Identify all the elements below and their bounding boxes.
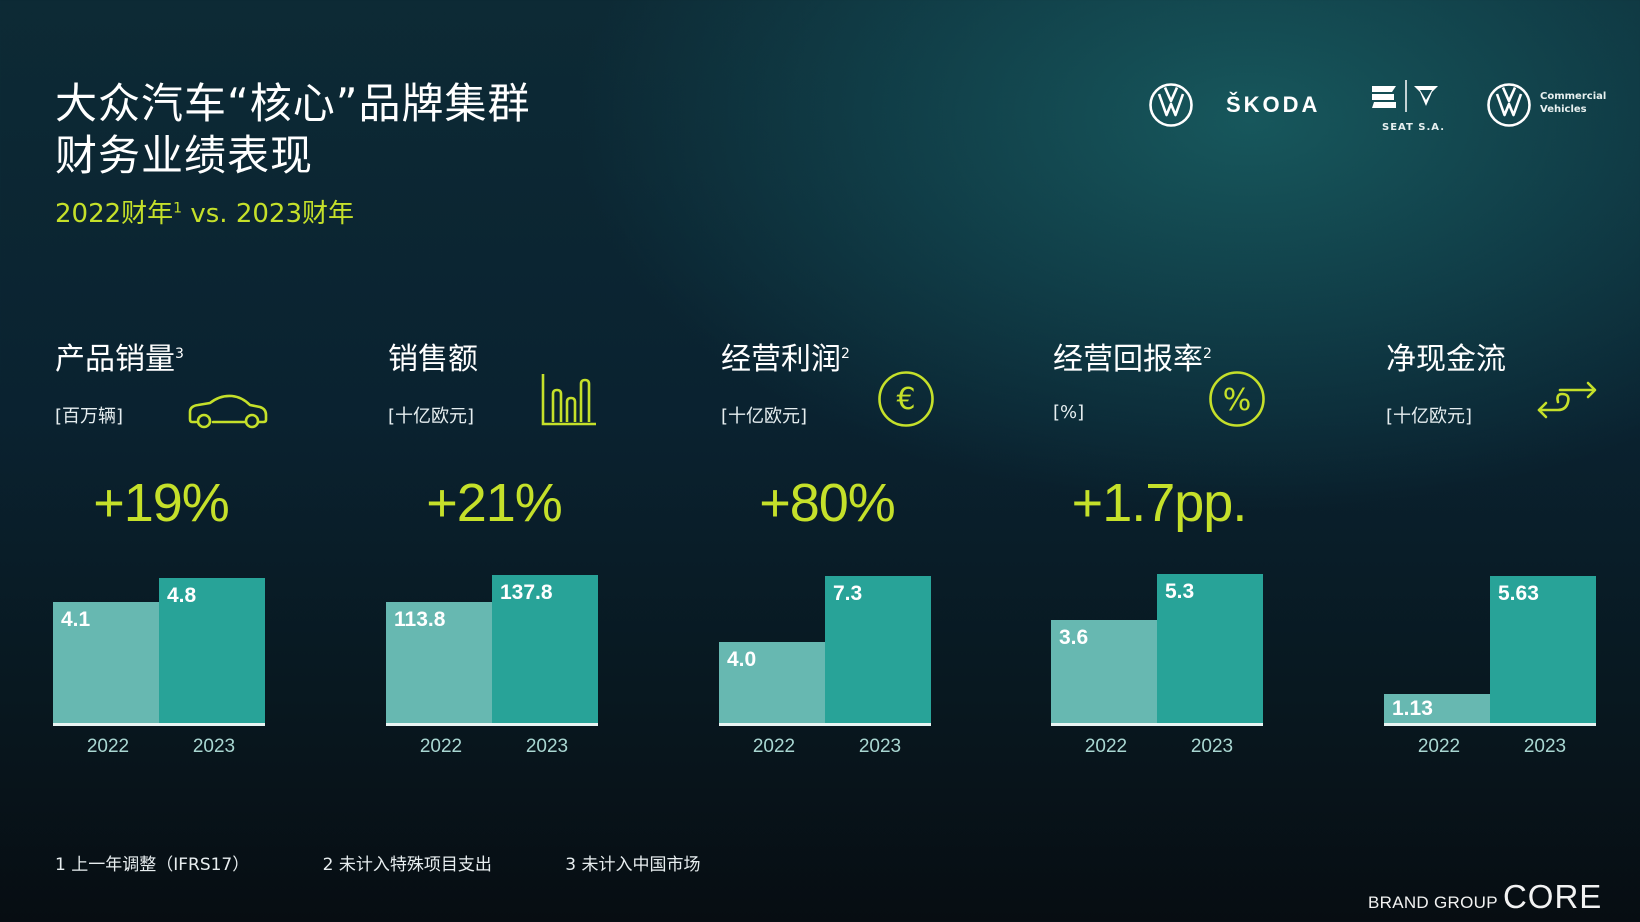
- footnotes: 1 上一年调整（IFRS17） 2 未计入特殊项目支出 3 未计入中国市场: [55, 850, 769, 875]
- exchange-arrows-icon: [1537, 381, 1597, 419]
- footnote-2: 2 未计入特殊项目支出: [322, 855, 492, 875]
- euro-icon: €: [878, 371, 934, 427]
- kpi-change: +21%: [426, 473, 563, 533]
- svg-text:€: €: [896, 382, 915, 417]
- bar-value: 137.8: [500, 581, 553, 604]
- year-label-2022: 2022: [86, 736, 130, 757]
- year-label-2023: 2023: [1190, 736, 1234, 757]
- vw-logo-icon: [1149, 83, 1193, 127]
- bar-chart: 1.13 5.63: [1384, 550, 1596, 726]
- bar-2022: 113.8: [386, 602, 492, 724]
- bar-2022: 4.0: [719, 642, 825, 724]
- cv-line-1: Commercial: [1540, 91, 1607, 102]
- title-line-2: 财务业绩表现: [55, 131, 314, 180]
- kpi-title: 销售额: [388, 342, 478, 377]
- chart-baseline: [53, 723, 265, 726]
- bar-2023: 4.8: [159, 578, 265, 724]
- page-title: 大众汽车“核心”品牌集群 财务业绩表现: [55, 78, 531, 182]
- vw-commercial-logo-icon: [1487, 83, 1531, 127]
- kpi-net-cash-flow: 净现金流 [十亿欧元] 1.13 5.63 2022 2023: [1384, 330, 1640, 770]
- bar-chart: 4.1 4.8: [53, 550, 265, 726]
- kpi-unit-sales: 产品销量3 [百万辆] +19% 4.1 4.8 2022 2023: [53, 330, 355, 770]
- kpi-unit: [十亿欧元]: [721, 406, 808, 427]
- subtitle-footnote-ref: 1: [173, 200, 183, 217]
- bar-value: 4.0: [727, 648, 757, 671]
- bar-2023: 5.3: [1157, 574, 1263, 724]
- year-label-2023: 2023: [192, 736, 236, 757]
- core-label: CORE: [1502, 878, 1603, 915]
- title-line-1: 大众汽车“核心”品牌集群: [55, 79, 531, 128]
- year-label-2022: 2022: [1084, 736, 1128, 757]
- kpi-unit: [百万辆]: [55, 406, 124, 427]
- year-label-2023: 2023: [1523, 736, 1567, 757]
- car-icon: [188, 394, 268, 429]
- bar-2022: 3.6: [1051, 620, 1157, 724]
- kpi-title: 经营回报率2: [1053, 342, 1212, 377]
- page-subtitle: 2022财年1 vs. 2023财年: [55, 193, 354, 230]
- bar-2023: 7.3: [825, 576, 931, 724]
- chart-baseline: [719, 723, 931, 726]
- year-label-2022: 2022: [1417, 736, 1461, 757]
- bar-2023: 5.63: [1490, 576, 1596, 724]
- bar-value: 7.3: [833, 582, 863, 605]
- year-label-2022: 2022: [752, 736, 796, 757]
- year-label-2023: 2023: [858, 736, 902, 757]
- bar-value: 1.13: [1392, 697, 1433, 720]
- bar-value: 5.63: [1498, 582, 1539, 605]
- chart-baseline: [1384, 723, 1596, 726]
- bar-value: 4.8: [167, 584, 197, 607]
- bar-value: 113.8: [394, 608, 446, 631]
- bar-chart-icon: [541, 374, 596, 426]
- bar-2022: 1.13: [1384, 694, 1490, 724]
- kpi-title: 净现金流: [1386, 342, 1506, 377]
- bar-2022: 4.1: [53, 602, 159, 724]
- kpi-title: 产品销量3: [55, 342, 184, 377]
- cv-line-2: Vehicles: [1540, 104, 1587, 115]
- skoda-logo: ŠKODA: [1226, 92, 1321, 117]
- kpi-change: +1.7pp.: [1071, 473, 1248, 533]
- bar-chart: 4.0 7.3: [719, 550, 931, 726]
- year-label-2022: 2022: [419, 736, 463, 757]
- seat-cupra-logo-icon: [1372, 80, 1438, 112]
- kpi-unit: [%]: [1053, 402, 1085, 423]
- bar-value: 4.1: [61, 608, 91, 631]
- kpi-change: +19%: [93, 473, 230, 533]
- bar-chart: 113.8 137.8: [386, 550, 598, 726]
- subtitle-fy2023: vs. 2023财年: [182, 199, 354, 229]
- chart-baseline: [386, 723, 598, 726]
- chart-baseline: [1051, 723, 1263, 726]
- brand-group-label: BRAND GROUP: [1368, 893, 1498, 912]
- brand-group-core-logo: BRAND GROUP CORE: [1368, 878, 1602, 916]
- bar-value: 5.3: [1165, 580, 1195, 603]
- kpi-title: 经营利润2: [721, 342, 850, 377]
- kpi-return-on-sales: 经营回报率2 [%] % +1.7pp. 3.6 5.3 2022 2023: [1051, 330, 1353, 770]
- bar-chart: 3.6 5.3: [1051, 550, 1263, 726]
- kpi-sales-revenue: 销售额 [十亿欧元] +21% 113.8 137.8 2022 2023: [386, 330, 688, 770]
- kpi-change: +80%: [759, 473, 896, 533]
- kpi-operating-profit: 经营利润2 [十亿欧元] € +80% 4.0 7.3 2022 2023: [719, 330, 1021, 770]
- kpi-unit: [十亿欧元]: [388, 406, 475, 427]
- footnote-1: 1 上一年调整（IFRS17）: [55, 855, 250, 875]
- year-label-2023: 2023: [525, 736, 569, 757]
- bar-value: 3.6: [1059, 626, 1089, 649]
- bar-2023: 137.8: [492, 575, 598, 724]
- brand-logos: ŠKODA SEAT S.A. Commercial Vehicles: [1148, 78, 1608, 148]
- footnote-3: 3 未计入中国市场: [565, 855, 701, 875]
- kpi-unit: [十亿欧元]: [1386, 406, 1473, 427]
- percent-icon: %: [1209, 371, 1265, 427]
- subtitle-fy2022: 2022财年: [55, 199, 174, 229]
- commercial-vehicles-label: Commercial Vehicles: [1540, 90, 1606, 116]
- seat-sa-label: SEAT S.A.: [1382, 122, 1446, 133]
- svg-text:%: %: [1223, 383, 1252, 418]
